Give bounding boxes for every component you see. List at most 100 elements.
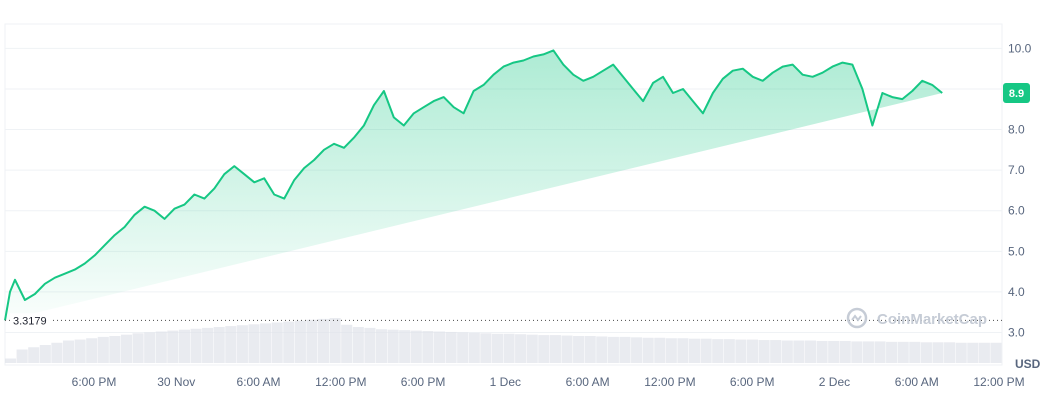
coinmarketcap-watermark: CoinMarketCap [846, 307, 987, 329]
volume-bar [213, 327, 225, 363]
volume-bar [723, 339, 735, 363]
volume-bar [387, 329, 399, 363]
volume-bar [549, 335, 561, 363]
volume-bar [561, 335, 573, 363]
volume-bar [909, 341, 921, 363]
y-tick-label: 3.0 [1008, 326, 1025, 340]
price-line-path[interactable] [4, 49, 943, 321]
volume-bar [28, 347, 40, 363]
volume-bar [480, 333, 492, 363]
volume-bar [804, 340, 817, 363]
volume-bar [491, 333, 503, 363]
volume-bar [120, 334, 133, 363]
currency-unit-label: USD [1015, 357, 1041, 371]
volume-bar [445, 331, 457, 363]
volume-bar [62, 340, 75, 363]
volume-bar [468, 332, 480, 363]
volume-bar [654, 337, 666, 363]
coinmarketcap-logo-icon [846, 307, 868, 329]
x-tick-label: 12:00 PM [315, 375, 366, 389]
volume-bar [248, 324, 260, 363]
volume-bar [538, 335, 550, 363]
y-tick-label: 5.0 [1008, 244, 1025, 258]
volume-bar [596, 336, 608, 363]
volume-bar [828, 340, 840, 363]
y-tick-label: 6.0 [1008, 204, 1025, 218]
x-tick-label: 6:00 AM [895, 375, 939, 389]
volume-bar [619, 336, 631, 363]
price-line[interactable] [4, 49, 943, 321]
x-tick-label: 6:00 AM [237, 375, 281, 389]
volume-bar [700, 338, 712, 363]
volume-bar [51, 342, 63, 363]
volume-bar [886, 341, 898, 363]
volume-bar [74, 339, 86, 363]
volume-bar [990, 342, 1002, 363]
volume-bar [816, 340, 828, 363]
volume-bar [758, 340, 770, 363]
volume-bar [109, 336, 121, 363]
volume-bar [294, 320, 306, 363]
x-tick-label: 6:00 PM [72, 375, 117, 389]
current-price-text: 8.9 [1009, 88, 1024, 100]
volume-bar [584, 336, 596, 363]
volume-bar [155, 331, 167, 363]
volume-bar [665, 338, 677, 363]
volume-bar [573, 336, 585, 363]
volume-bar [735, 339, 747, 363]
volume-bar [955, 342, 967, 363]
volume-bar [770, 340, 782, 363]
volume-bar [132, 333, 144, 363]
volume-bar [86, 338, 98, 363]
volume-bar [5, 358, 17, 363]
volume-bar [271, 322, 283, 363]
volume-bar [526, 334, 538, 363]
volume-bar [781, 340, 793, 363]
volume-bar [178, 329, 190, 363]
start-price-label-bg [10, 313, 52, 328]
volume-bar [677, 338, 689, 363]
volume-bar [260, 323, 272, 363]
x-tick-label: 6:00 PM [401, 375, 446, 389]
volume-bar [97, 336, 109, 363]
volume-bar [433, 331, 446, 363]
volume-bar [862, 341, 874, 363]
start-price-label: 3.3179 [13, 315, 47, 327]
x-tick-label: 2 Dec [819, 375, 850, 389]
volume-bar [144, 332, 156, 363]
y-tick-label: 8.0 [1008, 123, 1025, 137]
current-price-badge: 8.9 [1003, 83, 1030, 104]
volume-bar [375, 329, 388, 363]
x-tick-label: 12:00 PM [973, 375, 1024, 389]
y-tick-label: 4.0 [1008, 285, 1025, 299]
volume-bar [793, 340, 805, 363]
volume-bar [978, 342, 990, 363]
volume-bar [318, 318, 330, 363]
volume-bar [746, 339, 759, 363]
volume-bar [283, 321, 295, 363]
volume-bar [399, 330, 411, 363]
x-tick-label: 6:00 PM [730, 375, 775, 389]
volume-bar [225, 326, 237, 363]
volume-bars [5, 318, 1002, 363]
volume-bar [607, 336, 619, 363]
x-tick-label: 6:00 AM [566, 375, 610, 389]
x-tick-label: 30 Nov [157, 375, 195, 389]
volume-bar [897, 341, 909, 363]
volume-bar [967, 342, 979, 363]
price-area [5, 50, 943, 321]
volume-bar [422, 331, 434, 363]
y-tick-label: 7.0 [1008, 163, 1025, 177]
volume-bar [503, 333, 515, 363]
volume-bar [341, 324, 353, 363]
volume-bar [329, 318, 341, 363]
volume-bar [920, 342, 932, 363]
plot-area [4, 23, 1003, 366]
volume-bar [364, 327, 376, 363]
volume-bar [712, 339, 724, 363]
volume-bar [839, 340, 851, 363]
volume-bar [457, 332, 469, 363]
volume-bar [642, 337, 654, 363]
y-tick-label: 10.0 [1008, 41, 1032, 55]
